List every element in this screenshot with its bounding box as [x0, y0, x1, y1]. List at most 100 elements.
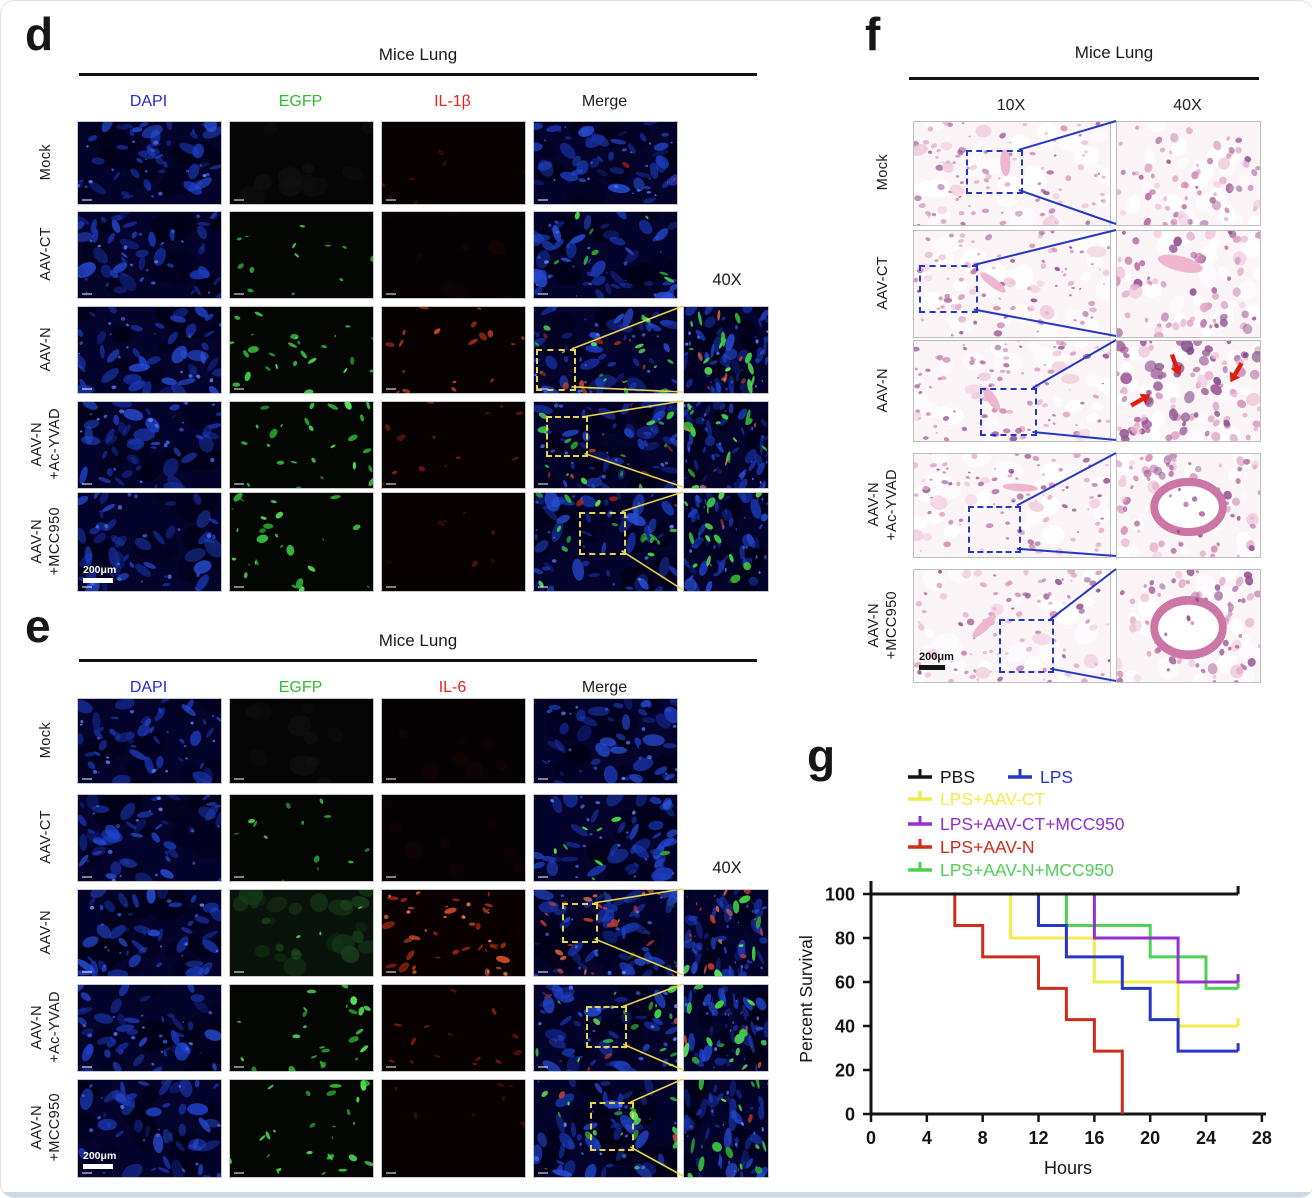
row-label-line: AAV-N: [28, 518, 45, 564]
scale-bar: 200μm: [83, 564, 116, 583]
x-tick-label: 12: [1029, 1128, 1049, 1148]
scale-bar-label: 200μm: [919, 651, 954, 663]
mini-scale-mark: [538, 586, 548, 588]
x-tick-label: 24: [1196, 1128, 1216, 1148]
panel-d-title: Mice Lung: [378, 45, 458, 64]
micro-tile-egfp: [229, 794, 374, 882]
micro-tile-dapi: [77, 401, 222, 489]
column-header-il-1β: IL-1β: [434, 93, 471, 110]
micro-tile-merge: [533, 698, 678, 784]
panel-e-title: Mice Lung: [378, 631, 458, 650]
row-label: AAV-CT: [17, 794, 75, 880]
mini-scale-mark: [82, 876, 92, 878]
micro-tile-40x-inset: [683, 492, 769, 592]
mini-scale-mark: [82, 586, 92, 588]
mini-scale-mark: [538, 778, 548, 780]
histology-tile-40x: [1116, 230, 1261, 338]
micro-tile-dapi: [77, 492, 222, 592]
histology-tile-40x: [1116, 453, 1261, 558]
micro-tile-merge: [533, 121, 678, 205]
column-header-dapi: DAPI: [129, 93, 168, 110]
panel-f-letter: f: [865, 8, 881, 60]
histology-tile-40x: [1116, 121, 1261, 226]
micro-tile-merge: [533, 306, 678, 394]
mini-scale-mark: [386, 876, 396, 878]
micro-tile-dapi: [77, 889, 222, 977]
mini-scale-mark: [234, 876, 244, 878]
column-header-egfp: EGFP: [278, 679, 323, 696]
row-label: AAV-N +Ac-YVAD: [17, 984, 75, 1070]
micro-tile-40x-inset: [683, 1079, 769, 1178]
micro-tile-40x-inset: [683, 401, 769, 489]
micro-tile-egfp: [229, 401, 374, 489]
histology-tile-40x: [1116, 340, 1261, 442]
panel-d-title-underline: [79, 73, 757, 76]
panel-e-40x-label: 40X: [712, 859, 742, 877]
micro-tile-dapi: [77, 698, 222, 784]
column-header-dapi: DAPI: [129, 679, 168, 696]
mini-scale-mark: [386, 971, 396, 973]
micro-tile-il1: [381, 306, 526, 394]
mini-scale-mark: [82, 199, 92, 201]
series-line-LPS+AAV-CT: [871, 892, 1239, 1028]
row-label-line: AAV-N: [28, 1105, 45, 1150]
row-label: Mock: [17, 698, 75, 782]
column-header-40x: 40X: [1173, 97, 1202, 114]
y-tick-label: 100: [825, 885, 855, 905]
bottom-edge-strip: [1, 1192, 1312, 1197]
y-tick-label: 0: [845, 1105, 855, 1125]
micro-tile-40x-inset: [683, 984, 769, 1072]
micro-tile-egfp: [229, 211, 374, 299]
row-label: AAV-N: [17, 306, 75, 392]
row-label-line: Mock: [37, 143, 54, 181]
row-label-line: +Ac-YVAD: [46, 408, 63, 480]
micro-tile-il6: [381, 698, 526, 784]
row-label-line: AAV-CT: [37, 810, 54, 864]
mini-scale-mark: [234, 586, 244, 588]
micro-tile-egfp: [229, 889, 374, 977]
mini-scale-mark: [82, 1066, 92, 1068]
mini-scale-mark: [386, 293, 396, 295]
micro-tile-egfp: [229, 698, 374, 784]
row-label: AAV-CT: [857, 230, 909, 336]
micro-tile-il6: [381, 1079, 526, 1178]
micro-tile-il1: [381, 401, 526, 489]
micro-tile-dapi: [77, 211, 222, 299]
mini-scale-mark: [234, 778, 244, 780]
scale-bar-line: [83, 1164, 113, 1169]
scale-bar: 200μm: [919, 651, 954, 670]
x-tick-label: 16: [1084, 1128, 1104, 1148]
legend-label: LPS+AAV-CT: [940, 789, 1046, 809]
histology-tile-40x: [1116, 569, 1261, 683]
mini-scale-mark: [538, 293, 548, 295]
mini-scale-mark: [386, 778, 396, 780]
row-label-line: AAV-N: [37, 326, 54, 372]
micro-tile-40x-inset: [683, 889, 769, 977]
micro-tile-dapi: [77, 1079, 222, 1178]
micro-tile-dapi: [77, 794, 222, 882]
micro-tile-merge: [533, 401, 678, 489]
mini-scale-mark: [538, 199, 548, 201]
row-label-line: AAV-N: [874, 367, 891, 413]
column-header-merge: Merge: [581, 679, 628, 696]
series-line-LPS+AAV-N+MCC950: [871, 892, 1239, 990]
legend-label: LPS+AAV-N+MCC950: [940, 860, 1114, 880]
micro-tile-dapi: [77, 984, 222, 1072]
row-label: AAV-N +Ac-YVAD: [17, 401, 75, 487]
row-label: AAV-N +MCC950: [17, 492, 75, 590]
micro-tile-merge: [533, 794, 678, 882]
mini-scale-mark: [538, 876, 548, 878]
panel-d-40x-label: 40X: [712, 271, 742, 289]
chart-axes: [869, 881, 1266, 1116]
micro-tile-merge: [533, 492, 678, 592]
mini-scale-mark: [234, 1066, 244, 1068]
mini-scale-mark: [82, 388, 92, 390]
micro-tile-egfp: [229, 492, 374, 592]
micro-tile-merge: [533, 889, 678, 977]
row-label-line: AAV-N: [37, 909, 54, 955]
micro-tile-il6: [381, 889, 526, 977]
series-line-LPS: [871, 892, 1239, 1053]
row-label: AAV-N +MCC950: [17, 1079, 75, 1176]
scale-bar-line: [919, 665, 945, 670]
